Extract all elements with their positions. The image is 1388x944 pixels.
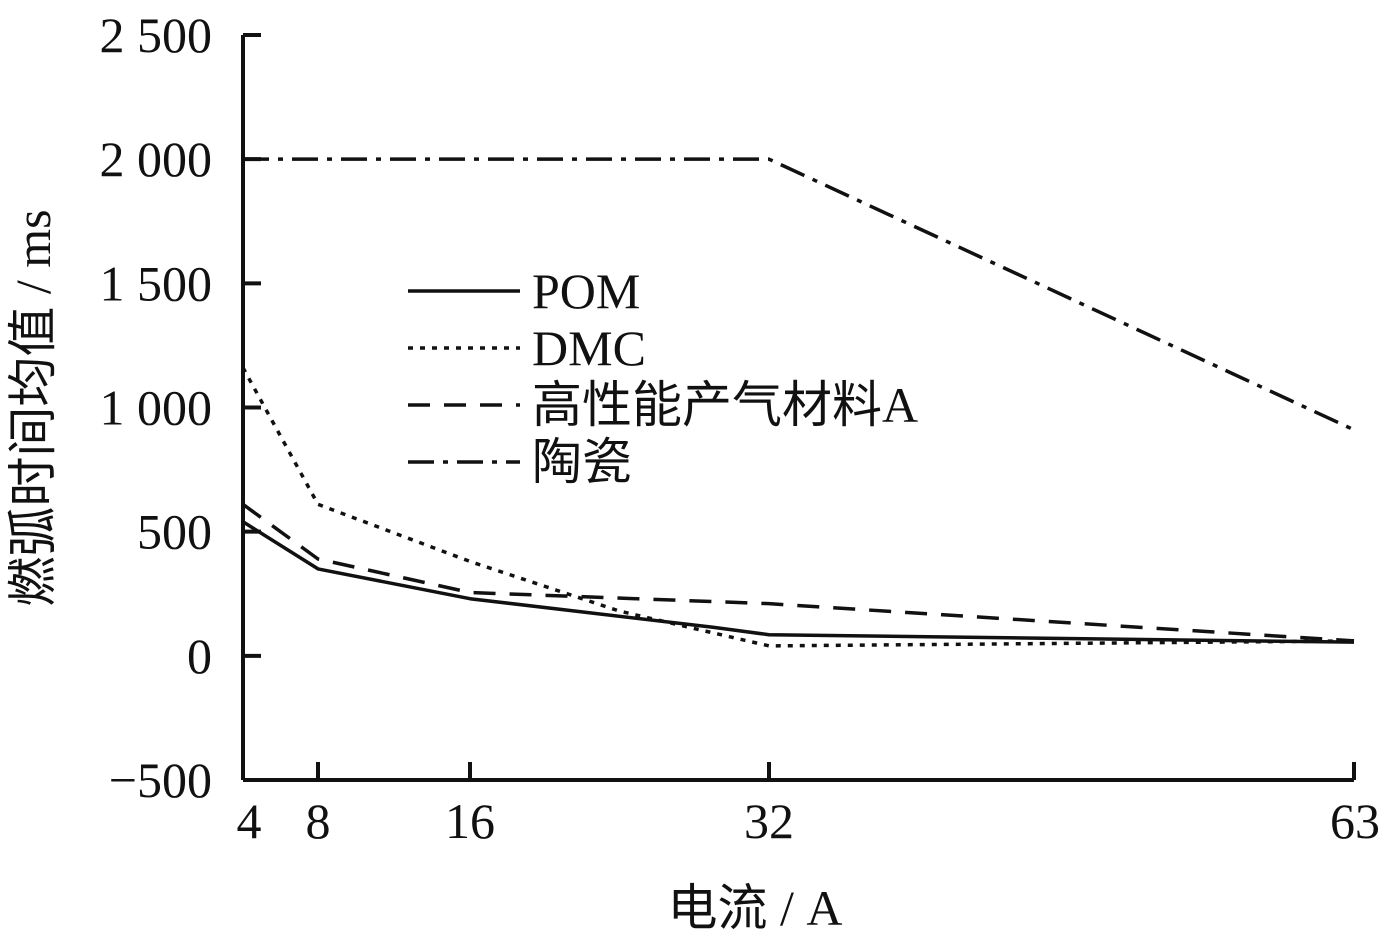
series-line-3 <box>241 502 1355 643</box>
y-tick-label: 2 500 <box>100 7 213 63</box>
series-line-2 <box>241 366 1355 648</box>
series-layer <box>241 157 1355 648</box>
legend-label-4: 陶瓷 <box>532 434 632 490</box>
y-tick-label: 0 <box>187 628 212 684</box>
legend-label-1: POM <box>532 263 640 319</box>
y-tick-label: 1 500 <box>100 255 213 311</box>
x-axis-label: 电流 / A <box>668 880 843 936</box>
y-tick-label: 1 000 <box>100 380 213 436</box>
y-tick-label: 2 000 <box>100 131 213 187</box>
y-tick-label: 500 <box>137 504 212 560</box>
series-line-1 <box>242 520 1355 644</box>
series-line-4 <box>243 157 1355 432</box>
x-tick-label: 16 <box>445 793 495 849</box>
x-tick-label: 4 <box>237 793 262 849</box>
legend-label-3: 高性能产气材料A <box>532 377 918 433</box>
x-tick-label: 63 <box>1330 793 1380 849</box>
y-tick-label: −500 <box>109 752 212 808</box>
x-tick-label: 8 <box>306 793 331 849</box>
legend-label-2: DMC <box>532 320 646 376</box>
x-tick-label: 32 <box>744 793 794 849</box>
y-axis-label: 燃弧时间均值 / ms <box>5 209 61 606</box>
